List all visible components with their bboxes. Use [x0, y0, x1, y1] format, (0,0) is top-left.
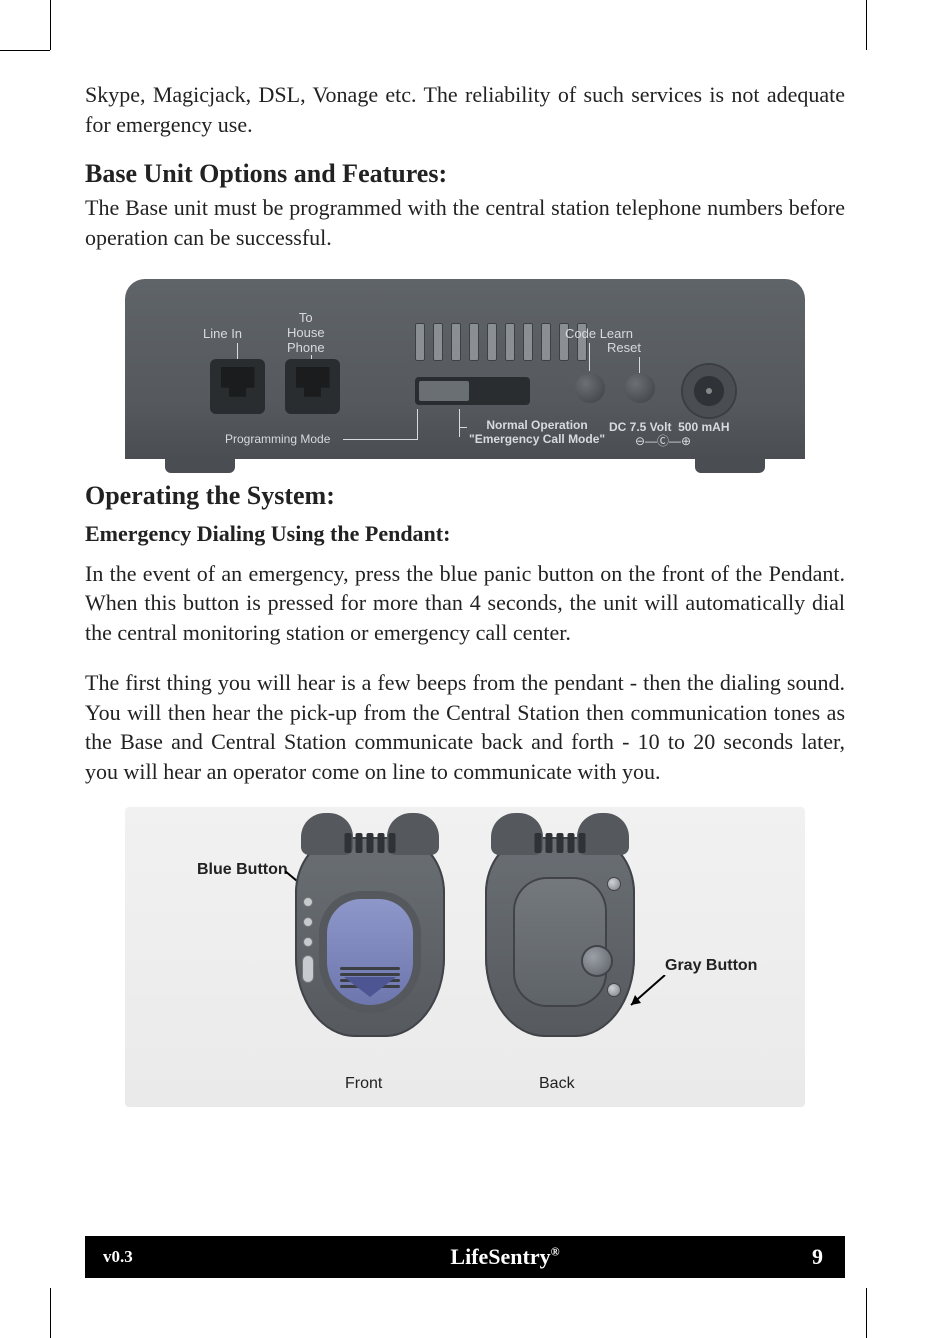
mode-switch-knob: [419, 381, 469, 401]
pendant-diagram: Blue Button Gray Button Front: [125, 807, 805, 1107]
reset-button: [625, 373, 655, 403]
intro-paragraph: Skype, Magicjack, DSL, Vonage etc. The r…: [85, 80, 845, 139]
label-to-house-phone: To House Phone: [287, 311, 325, 356]
mode-switch: [415, 377, 530, 405]
base-foot: [165, 459, 235, 473]
footer-brand: LifeSentry®: [245, 1244, 765, 1270]
label-reset: Reset: [607, 341, 641, 356]
leader-line: [589, 343, 590, 371]
page-footer: v0.3 LifeSentry® 9: [85, 1236, 845, 1278]
pendant-gray-button: [583, 947, 611, 975]
crop-mark: [50, 1288, 51, 1338]
footer-brand-name: LifeSentry: [450, 1244, 550, 1269]
crop-mark: [866, 1288, 867, 1338]
leader-line: [459, 427, 467, 428]
subsection-emergency-dialing: Emergency Dialing Using the Pendant:: [85, 521, 845, 547]
dc-power-jack: [683, 365, 735, 417]
base-foot: [695, 459, 765, 473]
arrow-icon: [625, 975, 675, 1015]
vents: [415, 323, 587, 361]
label-dc-spec: DC 7.5 Volt 500 mAH: [609, 421, 729, 435]
leader-line: [417, 409, 418, 440]
leader-line: [237, 343, 238, 359]
pendant-front: [295, 837, 445, 1037]
rj-port-house-phone: [285, 359, 340, 414]
pendant-blue-button: [327, 899, 413, 1005]
leader-line: [459, 409, 460, 437]
operating-p1: In the event of an emergency, press the …: [85, 559, 845, 648]
crop-mark: [0, 50, 50, 51]
section-base-unit-body: The Base unit must be programmed with th…: [85, 193, 845, 252]
base-unit-diagram: Line In To House Phone Code Learn Reset …: [125, 279, 805, 459]
label-programming-mode: Programming Mode: [225, 433, 330, 447]
rj-port-line-in: [210, 359, 265, 414]
pendant-back: [485, 837, 635, 1037]
caption-front: Front: [345, 1075, 382, 1093]
caption-back: Back: [539, 1075, 575, 1093]
section-base-unit-title: Base Unit Options and Features:: [85, 159, 845, 189]
base-unit-body: Line In To House Phone Code Learn Reset …: [125, 279, 805, 459]
crop-mark: [50, 0, 51, 50]
footer-reg: ®: [551, 1245, 560, 1259]
page-content: Skype, Magicjack, DSL, Vonage etc. The r…: [85, 80, 845, 1107]
leader-line: [343, 439, 417, 440]
label-normal-operation: Normal Operation "Emergency Call Mode": [469, 419, 605, 447]
footer-version: v0.3: [85, 1247, 245, 1267]
label-polarity: ⊖—Ⓒ—⊕: [635, 435, 691, 449]
section-operating-title: Operating the System:: [85, 481, 845, 511]
operating-p2: The first thing you will hear is a few b…: [85, 668, 845, 787]
label-line-in: Line In: [203, 327, 242, 342]
footer-page-number: 9: [765, 1244, 845, 1270]
code-learn-button: [575, 373, 605, 403]
label-blue-button: Blue Button: [197, 861, 288, 879]
label-gray-button: Gray Button: [665, 957, 757, 975]
crop-mark: [866, 0, 867, 50]
leader-line: [639, 357, 640, 373]
